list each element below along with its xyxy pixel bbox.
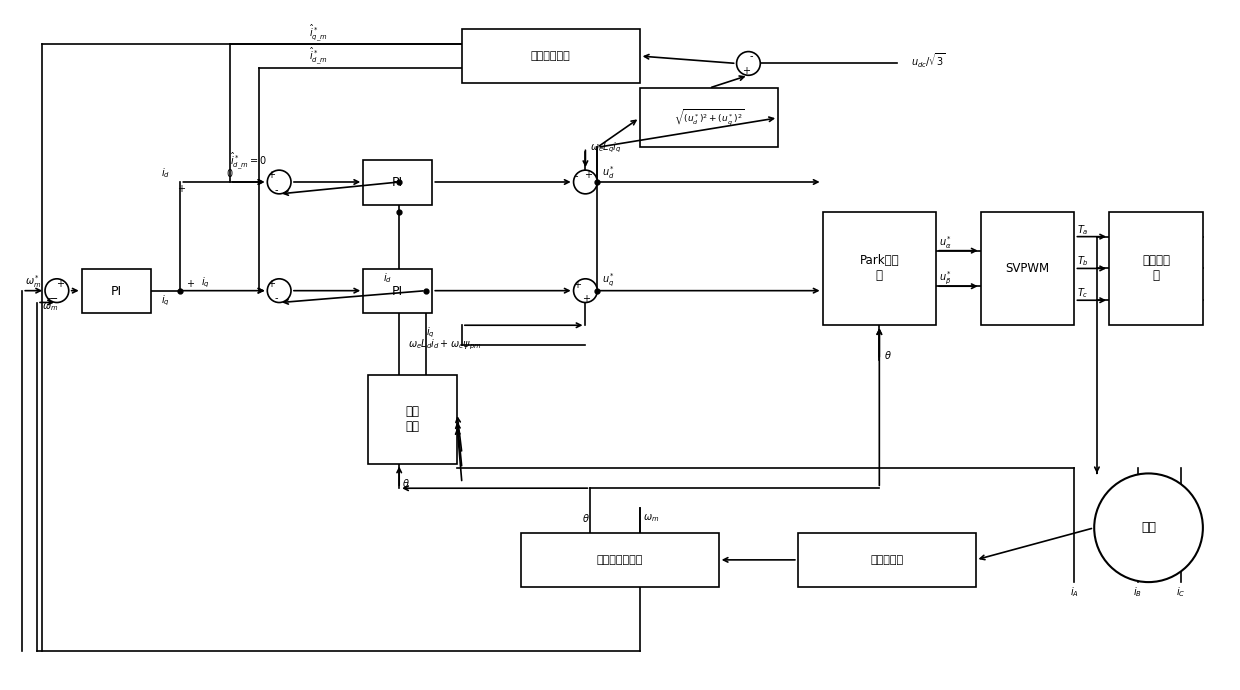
Text: 电机: 电机 [1141, 521, 1156, 534]
Circle shape [574, 170, 598, 194]
Text: +: + [573, 279, 580, 290]
FancyBboxPatch shape [981, 212, 1074, 325]
Text: $i_d$: $i_d$ [383, 271, 392, 285]
Text: $i_d$: $i_d$ [161, 166, 170, 180]
FancyBboxPatch shape [363, 160, 433, 205]
Text: $\hat{i}_{q\_m}^*$: $\hat{i}_{q\_m}^*$ [309, 22, 327, 43]
Text: $u_q^*$: $u_q^*$ [603, 272, 615, 290]
Text: $i_q$: $i_q$ [161, 293, 170, 308]
Text: $\omega_m$: $\omega_m$ [642, 512, 658, 524]
Text: +: + [743, 66, 750, 77]
Circle shape [268, 279, 291, 302]
Text: $T_a$: $T_a$ [1078, 223, 1089, 237]
Text: +: + [268, 170, 275, 180]
Text: $\hat{i}_{d\_m}^*$: $\hat{i}_{d\_m}^*$ [309, 46, 327, 66]
Text: $\hat{i}_{d\_m}^*=0$: $\hat{i}_{d\_m}^*=0$ [229, 150, 267, 170]
Text: $u_{dc}/\sqrt{3}$: $u_{dc}/\sqrt{3}$ [911, 51, 946, 70]
Text: $\omega_e L_d i_d + \omega_e \psi_{pm}$: $\omega_e L_d i_d + \omega_e \psi_{pm}$ [408, 338, 481, 352]
FancyBboxPatch shape [363, 269, 433, 313]
Text: +: + [56, 279, 63, 288]
Circle shape [45, 279, 68, 302]
Text: $u_\beta^*$: $u_\beta^*$ [939, 270, 952, 287]
FancyBboxPatch shape [797, 533, 976, 587]
Text: PI: PI [392, 285, 403, 297]
Text: -: - [46, 293, 50, 304]
Circle shape [737, 52, 760, 75]
Text: $u_d^*$: $u_d^*$ [603, 164, 615, 181]
Text: -: - [750, 52, 753, 61]
Text: PI: PI [110, 285, 122, 297]
Text: PI: PI [392, 176, 403, 189]
Text: 三相逆变
器: 三相逆变 器 [1142, 255, 1171, 282]
Text: $u_\alpha^*$: $u_\alpha^*$ [939, 235, 952, 251]
Text: $i_A$: $i_A$ [1070, 585, 1079, 599]
Text: −: − [50, 293, 58, 304]
FancyBboxPatch shape [640, 88, 777, 148]
Text: -: - [575, 171, 578, 181]
FancyBboxPatch shape [822, 212, 936, 325]
Text: $\theta$: $\theta$ [402, 477, 410, 489]
Text: +: + [583, 293, 590, 304]
FancyBboxPatch shape [463, 29, 640, 83]
Text: $\omega_m$: $\omega_m$ [42, 302, 58, 313]
Text: $T_b$: $T_b$ [1078, 255, 1089, 268]
Text: $\omega_m^*$: $\omega_m^*$ [25, 273, 42, 290]
Text: Park反变
换: Park反变 换 [859, 255, 899, 282]
Text: +: + [584, 170, 593, 180]
Text: $T_c$: $T_c$ [1078, 286, 1089, 300]
Circle shape [1094, 473, 1203, 582]
Circle shape [574, 279, 598, 302]
Text: -: - [274, 293, 278, 304]
Circle shape [268, 170, 291, 194]
Text: $i_C$: $i_C$ [1177, 585, 1185, 599]
FancyBboxPatch shape [82, 269, 151, 313]
FancyBboxPatch shape [521, 533, 719, 587]
Text: $i_q$: $i_q$ [427, 326, 435, 340]
Text: $+$: $+$ [186, 278, 195, 289]
Text: 电流修正算法: 电流修正算法 [531, 51, 570, 61]
FancyBboxPatch shape [368, 375, 458, 464]
Text: +: + [268, 279, 275, 288]
Text: 磁化状态调节器: 磁化状态调节器 [596, 555, 644, 565]
Text: SVPWM: SVPWM [1006, 262, 1049, 275]
Text: $i_B$: $i_B$ [1133, 585, 1142, 599]
Text: $\theta$: $\theta$ [582, 512, 589, 524]
Text: $i_q$: $i_q$ [201, 275, 210, 290]
Text: -: - [274, 185, 278, 195]
Text: $+$: $+$ [177, 184, 186, 195]
Text: 旋转变压器: 旋转变压器 [870, 555, 903, 565]
Text: $\omega_e L_q i_q$: $\omega_e L_q i_q$ [590, 140, 621, 155]
FancyBboxPatch shape [1109, 212, 1203, 325]
Text: $\theta$: $\theta$ [884, 349, 892, 361]
Text: 0: 0 [227, 169, 233, 179]
Text: 坐标
变换: 坐标 变换 [405, 405, 419, 433]
Text: $\sqrt{(u_d^*)^2+(u_q^*)^2}$: $\sqrt{(u_d^*)^2+(u_q^*)^2}$ [673, 108, 744, 128]
